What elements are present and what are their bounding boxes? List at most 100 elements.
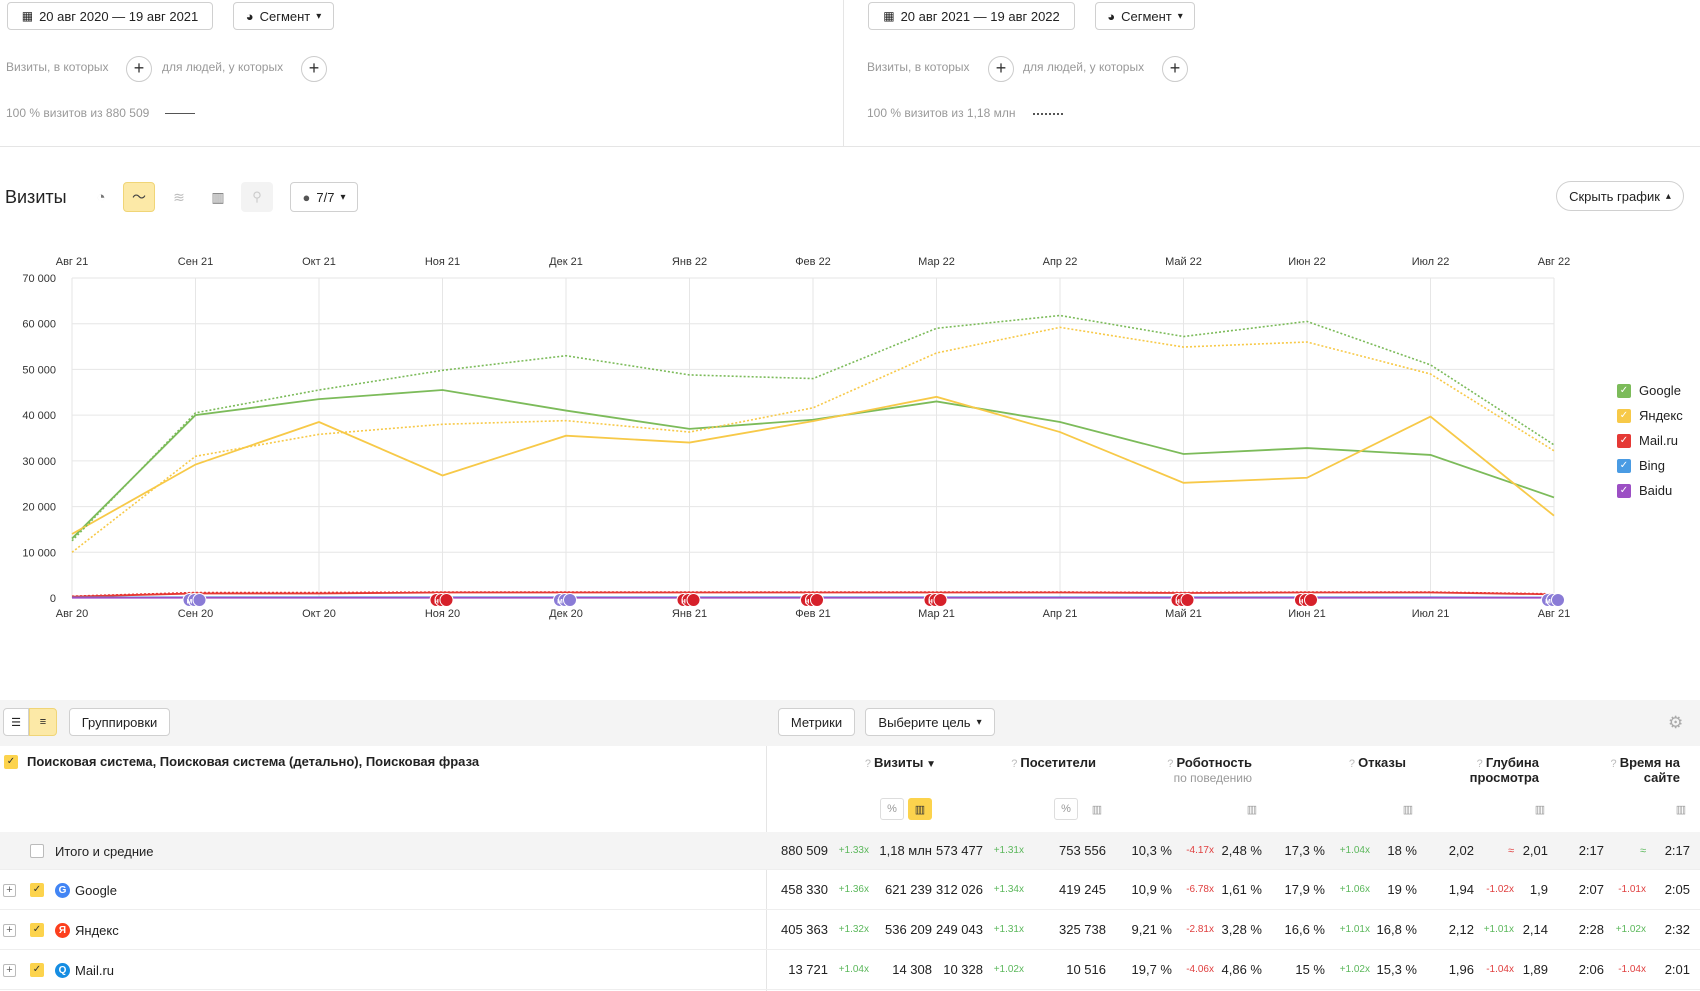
help-icon[interactable]: ? <box>1348 758 1359 770</box>
column-header[interactable]: ? Время на сайте <box>1611 755 1680 785</box>
legend-label: Bing <box>1639 458 1666 473</box>
percent-toggle-visitors[interactable]: % <box>1054 798 1078 820</box>
hide-chart-button[interactable]: Скрыть график ▴ <box>1556 181 1684 211</box>
annotation-marker <box>439 593 454 607</box>
date-range-button-1[interactable]: ▦ 20 авг 2020 — 19 авг 2021 <box>7 2 213 30</box>
delta-value: +1.31x <box>993 845 1024 856</box>
metric-value: 2:17 <box>1664 843 1690 858</box>
sort-desc-icon[interactable]: ▼ <box>923 759 936 770</box>
totals-checkbox[interactable] <box>30 844 44 858</box>
bar-chart-icon: ▥ <box>211 188 225 205</box>
bar-chart-icon: ▥ <box>1675 803 1687 816</box>
percent-toggle-visits[interactable]: % <box>880 798 904 820</box>
report-title: Визиты <box>5 187 67 207</box>
annotation-marker <box>192 593 207 607</box>
help-icon[interactable]: ? <box>864 758 874 770</box>
row-checkbox[interactable]: ✓ <box>30 883 44 897</box>
series-line <box>71 326 1555 553</box>
x-bottom-tick-label: Окт 20 <box>302 608 336 620</box>
metric-value: 10 328 <box>943 962 983 977</box>
pie-chart-icon: ◔ <box>96 188 106 206</box>
metric-value: 2:17 <box>1578 843 1604 858</box>
column-header[interactable]: ? Посетители <box>1011 755 1096 770</box>
chart-toggle-bounce[interactable]: ▥ <box>1396 798 1420 820</box>
metric-value: 17,3 % <box>1284 843 1325 858</box>
column-header[interactable]: ? Визиты ▼ <box>865 755 936 770</box>
table-row[interactable]: + ✓ G Google 458 330 +1.36x 621 239 312 026 +1.3… <box>0 870 1700 910</box>
segments-panel: ▦ 20 авг 2020 — 19 авг 2021 ◕ Сегмент ▾ … <box>0 0 1700 147</box>
help-icon[interactable]: ? <box>1610 758 1620 770</box>
add-people-condition-button[interactable]: + <box>301 56 327 82</box>
metric-value: 9,21 % <box>1131 922 1172 937</box>
legend-item[interactable]: ✓ Baidu <box>1617 483 1672 498</box>
help-icon[interactable]: ? <box>1167 758 1177 770</box>
delta-value: +1.01x <box>1339 924 1370 935</box>
help-icon[interactable]: ? <box>1011 758 1021 770</box>
table-row[interactable]: + ✓ Я Яндекс 405 363 +1.32x 536 209 249 043 +1.3… <box>0 910 1700 950</box>
date-range-button-2[interactable]: ▦ 20 авг 2021 — 19 авг 2022 <box>868 2 1075 30</box>
y-tick-label: 50 000 <box>22 364 56 376</box>
legend-label: Google <box>1639 383 1681 398</box>
column-header[interactable]: ? Отказы <box>1349 755 1406 770</box>
gear-icon[interactable]: ⚙ <box>1668 713 1684 732</box>
expand-row-button[interactable]: + <box>3 924 16 937</box>
legend-item[interactable]: ✓ Яндекс <box>1617 408 1683 423</box>
row-label[interactable]: Google <box>75 883 117 898</box>
tree-view-button[interactable]: ≡ <box>29 708 57 736</box>
expand-row-button[interactable]: + <box>3 964 16 977</box>
annotation-marker-label: н <box>434 597 439 606</box>
pie-chart-view-button[interactable]: ◔ <box>85 182 117 212</box>
metric-value: 2:05 <box>1664 882 1690 897</box>
metric-value: 17,9 % <box>1284 882 1325 897</box>
chart-toggle-visits[interactable]: ▥ <box>908 798 932 820</box>
annotations-button[interactable]: ● 7/7 ▾ <box>290 182 358 212</box>
row-checkbox[interactable]: ✓ <box>30 963 44 977</box>
delta-value: ≈ <box>1639 845 1646 857</box>
bar-chart-view-button[interactable]: ▥ <box>202 182 234 212</box>
x-bottom-tick-label: Янв 21 <box>672 608 707 620</box>
area-chart-view-button[interactable]: ≋ <box>163 182 195 212</box>
select-all-checkbox[interactable]: ✓ <box>4 754 18 769</box>
add-visit-condition-button[interactable]: + <box>988 56 1014 82</box>
column-header-label: Роботность <box>1176 755 1252 770</box>
add-visit-condition-button[interactable]: + <box>126 56 152 82</box>
chart-toggle-depth[interactable]: ▥ <box>1528 798 1552 820</box>
area-chart-icon: ≋ <box>173 188 185 205</box>
x-top-tick-label: Апр 22 <box>1043 256 1078 268</box>
legend-checkbox[interactable]: ✓ <box>1617 458 1631 473</box>
table-row[interactable]: + ✓ Q Mail.ru 13 721 +1.04x 14 308 10 328 +1.02x… <box>0 950 1700 990</box>
line-chart-view-button[interactable]: 〜 <box>123 182 155 212</box>
legend-item[interactable]: ✓ Mail.ru <box>1617 433 1678 448</box>
row-checkbox[interactable]: ✓ <box>30 923 44 937</box>
expand-row-button[interactable]: + <box>3 884 16 897</box>
row-label[interactable]: Яндекс <box>75 923 119 938</box>
legend-checkbox[interactable]: ✓ <box>1617 408 1631 423</box>
map-view-button[interactable]: ⚲ <box>241 182 273 212</box>
segment-button-1[interactable]: ◕ Сегмент ▾ <box>233 2 334 30</box>
column-header[interactable]: ? Роботность по поведению <box>1167 755 1252 785</box>
visits-line-chart: 70 000 60 000 50 000 40 000 30 000 20 000 10 0… <box>22 256 1570 620</box>
legend-checkbox[interactable]: ✓ <box>1617 483 1631 498</box>
chart-toggle-time[interactable]: ▥ <box>1669 798 1693 820</box>
goal-select[interactable]: Выберите цель ▾ <box>865 708 995 736</box>
metric-value: 2,14 <box>1522 922 1548 937</box>
metrics-button[interactable]: Метрики <box>778 708 855 736</box>
add-people-condition-button[interactable]: + <box>1162 56 1188 82</box>
chart-toggle-visitors[interactable]: ▥ <box>1085 798 1109 820</box>
delta-value: +1.06x <box>1339 884 1370 895</box>
metric-value: 19 % <box>1387 882 1417 897</box>
delta-value: -4.06x <box>1186 964 1214 975</box>
legend-checkbox[interactable]: ✓ <box>1617 383 1631 398</box>
legend-item[interactable]: ✓ Google <box>1617 383 1681 398</box>
chart-toggle-robots[interactable]: ▥ <box>1240 798 1264 820</box>
row-label[interactable]: Mail.ru <box>75 963 115 978</box>
list-view-button[interactable]: ☰ <box>3 708 29 736</box>
visits-condition-label: Визиты, в которых <box>6 60 109 74</box>
legend-checkbox[interactable]: ✓ <box>1617 433 1631 448</box>
legend-item[interactable]: ✓ Bing <box>1617 458 1665 473</box>
legend-label: Mail.ru <box>1639 433 1679 448</box>
segment-button-2[interactable]: ◕ Сегмент ▾ <box>1095 2 1195 30</box>
groupings-button[interactable]: Группировки <box>69 708 170 736</box>
column-header[interactable]: ? Глубина просмотра <box>1470 755 1539 785</box>
help-icon[interactable]: ? <box>1476 758 1486 770</box>
